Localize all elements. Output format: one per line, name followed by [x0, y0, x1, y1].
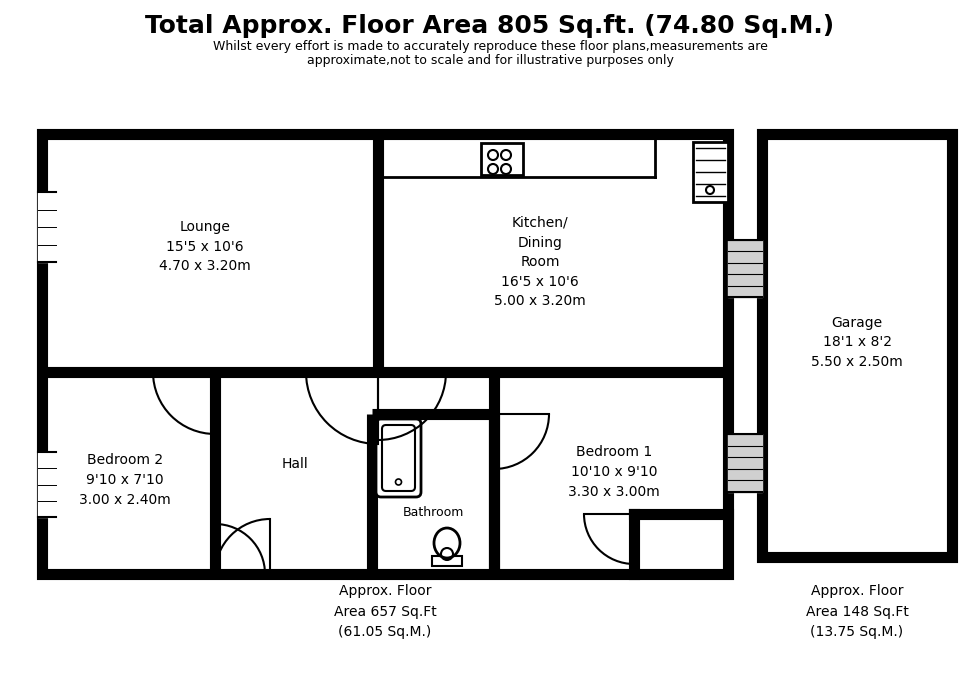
Bar [432, 556, 462, 566]
Text: approximate,not to scale and for illustrative purposes only: approximate,not to scale and for illustr… [307, 54, 673, 67]
FancyBboxPatch shape [376, 419, 421, 497]
Text: Kitchen/
Dining
Room
16'5 x 10'6
5.00 x 3.20m: Kitchen/ Dining Room 16'5 x 10'6 5.00 x … [494, 216, 586, 308]
Text: Bedroom 1
10'10 x 9'10
3.30 x 3.00m: Bedroom 1 10'10 x 9'10 3.30 x 3.00m [568, 446, 660, 498]
Ellipse shape [434, 528, 460, 558]
FancyBboxPatch shape [382, 425, 415, 491]
Text: Approx. Floor
Area 657 Sq.Ft
(61.05 Sq.M.): Approx. Floor Area 657 Sq.Ft (61.05 Sq.M… [333, 584, 436, 639]
Text: Total Approx. Floor Area 805 Sq.ft. (74.80 Sq.M.): Total Approx. Floor Area 805 Sq.ft. (74.… [145, 14, 835, 38]
Bar [693, 142, 728, 202]
Text: Lounge
15'5 x 10'6
4.70 x 3.20m: Lounge 15'5 x 10'6 4.70 x 3.20m [159, 221, 251, 273]
Text: Garage
18'1 x 8'2
5.50 x 2.50m: Garage 18'1 x 8'2 5.50 x 2.50m [811, 316, 903, 369]
Bar [762, 134, 952, 557]
Text: Hall: Hall [281, 457, 309, 471]
Bar [42, 134, 728, 574]
Text: Bathroom: Bathroom [403, 505, 464, 518]
Text: Approx. Floor
Area 148 Sq.Ft
(13.75 Sq.M.): Approx. Floor Area 148 Sq.Ft (13.75 Sq.M… [806, 584, 908, 639]
Text: Whilst every effort is made to accurately reproduce these floor plans,measuremen: Whilst every effort is made to accuratel… [213, 40, 767, 53]
Text: Bedroom 2
9'10 x 7'10
3.00 x 2.40m: Bedroom 2 9'10 x 7'10 3.00 x 2.40m [79, 453, 171, 507]
Bar [481, 143, 523, 175]
